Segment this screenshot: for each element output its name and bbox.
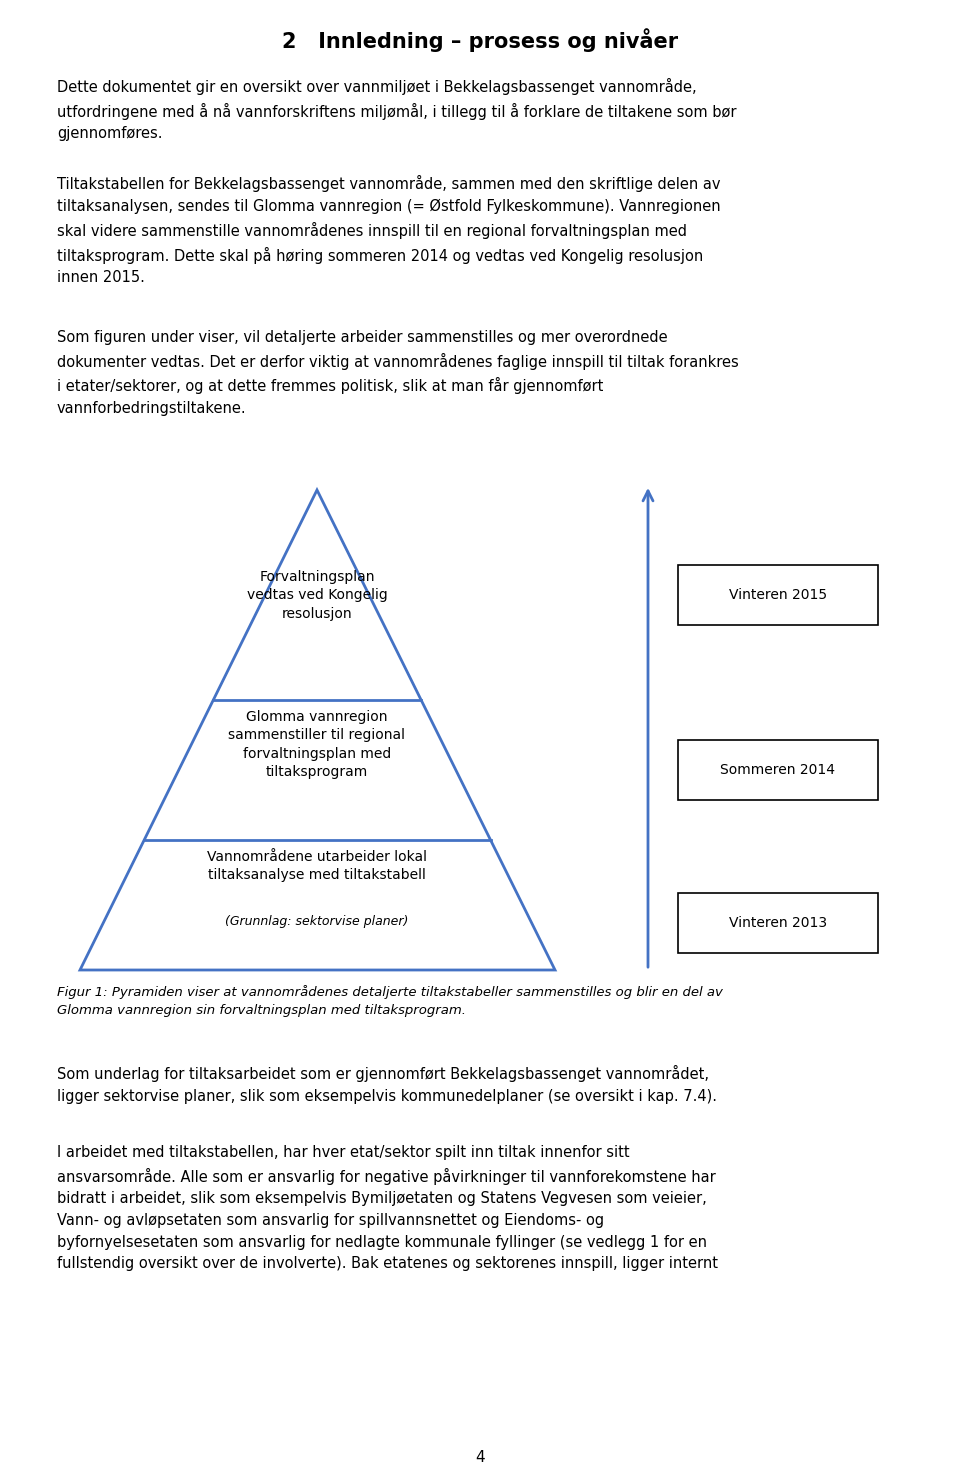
FancyBboxPatch shape (678, 893, 878, 953)
Text: Vinteren 2013: Vinteren 2013 (729, 916, 828, 930)
Text: 4: 4 (475, 1450, 485, 1465)
Text: Glomma vannregion
sammenstiller til regional
forvaltningsplan med
tiltaksprogram: Glomma vannregion sammenstiller til regi… (228, 710, 405, 780)
Text: Som underlag for tiltaksarbeidet som er gjennomført Bekkelagsbassenget vannområd: Som underlag for tiltaksarbeidet som er … (57, 1065, 717, 1103)
Text: Tiltakstabellen for Bekkelagsbassenget vannområde, sammen med den skriftlige del: Tiltakstabellen for Bekkelagsbassenget v… (57, 175, 721, 285)
Text: (Grunnlag: sektorvise planer): (Grunnlag: sektorvise planer) (226, 915, 409, 928)
Text: Som figuren under viser, vil detaljerte arbeider sammenstilles og mer overordned: Som figuren under viser, vil detaljerte … (57, 330, 739, 416)
Text: 2   Innledning – prosess og nivåer: 2 Innledning – prosess og nivåer (282, 28, 678, 51)
Text: Sommeren 2014: Sommeren 2014 (721, 763, 835, 777)
Text: Dette dokumentet gir en oversikt over vannmiljøet i Bekkelagsbassenget vannområd: Dette dokumentet gir en oversikt over va… (57, 78, 736, 141)
Text: Figur 1: Pyramiden viser at vannområdenes detaljerte tiltakstabeller sammenstill: Figur 1: Pyramiden viser at vannområdene… (57, 986, 723, 1016)
Text: Vannområdene utarbeider lokal
tiltaksanalyse med tiltakstabell: Vannområdene utarbeider lokal tiltaksana… (207, 850, 427, 883)
Text: Vinteren 2015: Vinteren 2015 (729, 588, 828, 602)
FancyBboxPatch shape (678, 740, 878, 800)
Text: Forvaltningsplan
vedtas ved Kongelig
resolusjon: Forvaltningsplan vedtas ved Kongelig res… (247, 569, 388, 621)
Text: I arbeidet med tiltakstabellen, har hver etat/sektor spilt inn tiltak innenfor s: I arbeidet med tiltakstabellen, har hver… (57, 1144, 718, 1271)
FancyBboxPatch shape (678, 565, 878, 625)
